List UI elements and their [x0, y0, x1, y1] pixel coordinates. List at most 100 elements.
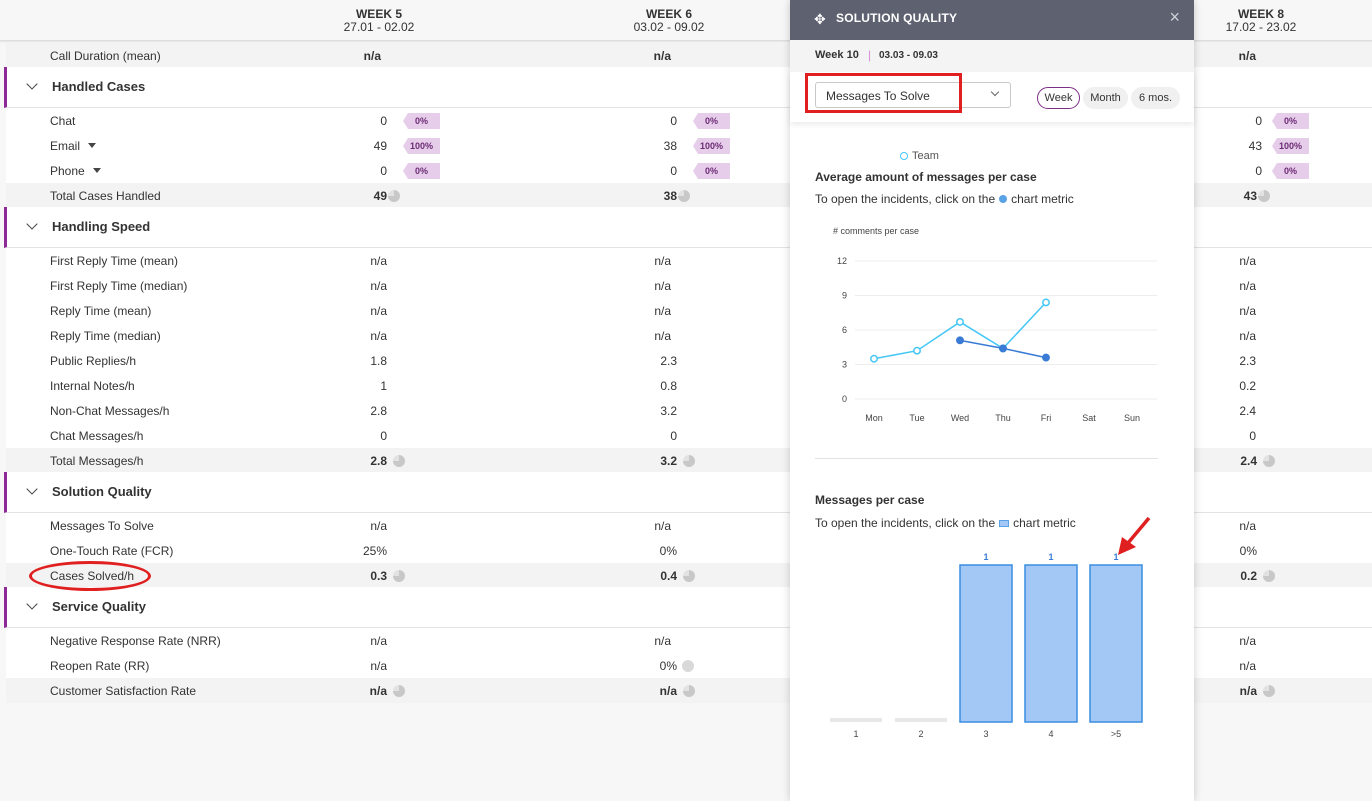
bar[interactable]	[1089, 564, 1143, 723]
pie-chart-icon[interactable]	[393, 455, 405, 467]
row-label: Total Cases Handled	[50, 189, 161, 203]
panel-week-bar: Week 10 | 03.03 - 09.03	[790, 40, 1194, 72]
move-icon[interactable]: ✥	[814, 11, 826, 27]
y-axis-label: # comments per case	[833, 226, 919, 236]
cell-week5: 1	[380, 379, 387, 393]
row-label: Reply Time (mean)	[50, 304, 152, 318]
row-label[interactable]: Email	[50, 139, 97, 153]
row-label: Non-Chat Messages/h	[50, 404, 170, 418]
y-tick-label: 0	[842, 394, 847, 404]
row-label[interactable]: Phone	[50, 164, 101, 178]
cell-week6: 0	[670, 114, 677, 128]
separator: |	[868, 48, 872, 62]
legend-label: Team	[912, 150, 939, 162]
section-title: Handling Speed	[52, 219, 151, 234]
cell-week6: n/a	[654, 254, 671, 268]
metric-select[interactable]: Messages To Solve	[815, 82, 1011, 108]
data-point[interactable]	[1042, 353, 1050, 362]
x-tick-label: Fri	[1041, 413, 1052, 423]
cell-week6: n/a	[654, 519, 671, 533]
cell-week8: n/a	[1239, 519, 1256, 533]
row-label: Call Duration (mean)	[50, 49, 161, 63]
x-tick-label: Thu	[995, 413, 1011, 423]
caret-down-icon[interactable]	[92, 168, 101, 173]
pie-chart-icon[interactable]	[388, 190, 400, 202]
y-tick-label: 6	[842, 325, 847, 335]
info-icon[interactable]	[682, 660, 694, 672]
section-title: Handled Cases	[52, 79, 146, 94]
cell-week8: 0%	[1239, 544, 1257, 558]
x-tick-label: Tue	[909, 413, 924, 423]
data-point[interactable]	[956, 318, 964, 326]
bar[interactable]	[959, 564, 1013, 723]
row-label: Reply Time (median)	[50, 329, 161, 343]
period-month-button[interactable]: Month	[1083, 87, 1128, 109]
period-6months-button[interactable]: 6 mos.	[1131, 87, 1180, 109]
chevron-down-icon[interactable]	[990, 87, 1000, 97]
bar[interactable]	[895, 718, 947, 722]
data-label: 1	[983, 552, 988, 562]
week-title: WEEK 6	[645, 7, 692, 21]
chevron-down-icon[interactable]	[26, 78, 38, 90]
cell-week5: 49	[373, 189, 387, 203]
bar[interactable]	[1024, 564, 1078, 723]
cell-week8: 0	[1255, 114, 1262, 128]
chevron-down-icon[interactable]	[26, 598, 38, 610]
percent-badge: 100%	[403, 138, 440, 154]
cell-week5: 1.8	[370, 354, 387, 368]
pie-chart-icon[interactable]	[683, 570, 695, 582]
pie-chart-icon[interactable]	[393, 685, 405, 697]
x-tick-label: >5	[1111, 729, 1121, 739]
section-title: Solution Quality	[52, 484, 152, 499]
divider	[815, 458, 1158, 459]
data-point[interactable]	[870, 354, 878, 363]
data-point[interactable]	[999, 344, 1007, 353]
cell-week5: 2.8	[370, 404, 387, 418]
period-week-button[interactable]: Week	[1037, 87, 1080, 109]
cell-week8: n/a	[1239, 329, 1256, 343]
data-point[interactable]	[1042, 298, 1050, 307]
close-icon[interactable]: ×	[1169, 7, 1180, 27]
cell-week5: n/a	[363, 49, 381, 63]
week-header: WEEK 5 27.01 - 02.02	[309, 8, 449, 34]
percent-badge: 0%	[693, 113, 730, 129]
cell-week8: n/a	[1239, 634, 1256, 648]
cell-week8: n/a	[1239, 684, 1257, 698]
panel-header[interactable]: ✥ SOLUTION QUALITY ×	[790, 0, 1194, 40]
data-point[interactable]	[956, 336, 964, 345]
data-point[interactable]	[913, 346, 921, 355]
cell-week5: n/a	[370, 304, 387, 318]
pie-chart-icon[interactable]	[1263, 685, 1275, 697]
pie-chart-icon[interactable]	[393, 570, 405, 582]
pie-chart-icon[interactable]	[1263, 570, 1275, 582]
row-label-text: Email	[50, 139, 81, 153]
week-dates: 17.02 - 23.02	[1225, 20, 1297, 34]
chevron-down-icon[interactable]	[26, 218, 38, 230]
cell-week6: 0.4	[660, 569, 677, 583]
row-label: One-Touch Rate (FCR)	[50, 544, 174, 558]
chart-legend[interactable]: Team	[900, 150, 939, 162]
cell-week5: 0	[380, 114, 387, 128]
cell-week8: n/a	[1239, 304, 1256, 318]
cell-week6: 0	[670, 429, 677, 443]
cell-week8: 0.2	[1240, 569, 1257, 583]
caret-down-icon[interactable]	[88, 143, 97, 148]
bar-chart-title: Messages per case	[815, 493, 925, 507]
pie-chart-icon[interactable]	[683, 685, 695, 697]
row-label: Total Messages/h	[50, 454, 144, 468]
cell-week6: 0%	[659, 544, 677, 558]
pie-chart-icon[interactable]	[678, 190, 690, 202]
row-label: Chat	[50, 114, 76, 128]
pie-chart-icon[interactable]	[683, 455, 695, 467]
pie-chart-icon[interactable]	[1263, 455, 1275, 467]
bar[interactable]	[830, 718, 882, 722]
cell-week5: n/a	[370, 659, 387, 673]
cell-week5: n/a	[370, 519, 387, 533]
week-header: WEEK 8 17.02 - 23.02	[1191, 8, 1331, 34]
cell-week5: 2.8	[370, 454, 387, 468]
cell-week5: 25%	[362, 544, 387, 558]
annotation-circle	[29, 561, 151, 591]
pie-chart-icon[interactable]	[1258, 190, 1270, 202]
chevron-down-icon[interactable]	[26, 483, 38, 495]
y-tick-label: 9	[842, 291, 847, 301]
